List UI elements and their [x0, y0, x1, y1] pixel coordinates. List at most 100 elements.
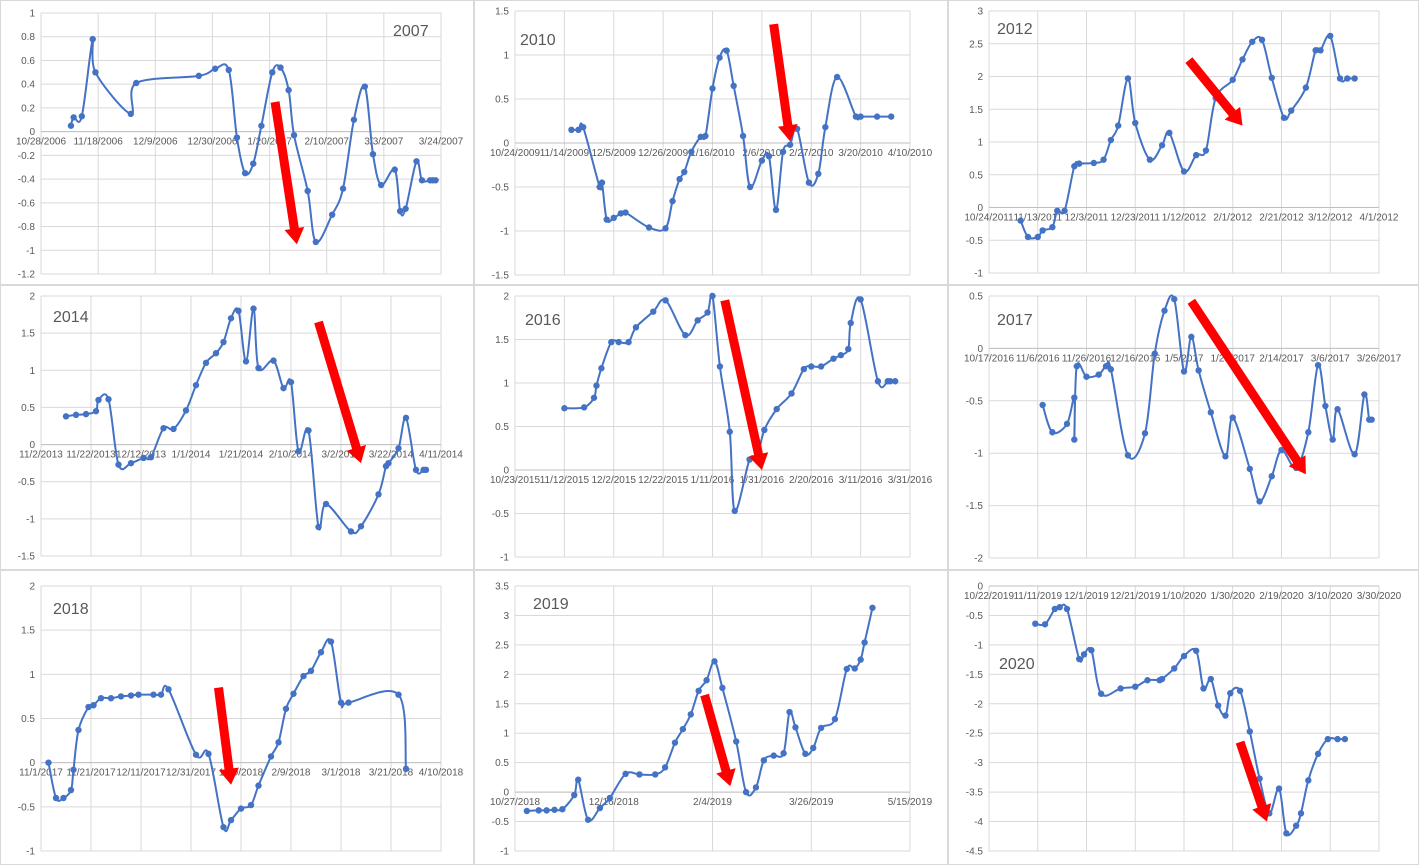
data-point [847, 319, 854, 327]
x-tick-label: 3/30/2020 [1357, 591, 1402, 602]
chart-panel-2017: -2 -1.5 -1 -0.5 0 0.5 10/17/2016 11/6/2016 11/26… [948, 285, 1419, 570]
y-tick-label: 0.4 [21, 80, 35, 91]
data-point [1305, 777, 1312, 784]
data-point [730, 82, 737, 90]
data-point [1207, 409, 1215, 416]
line-chart-2007: -1.2 -1 -0.8 -0.6 -0.4 -0.2 0 0.2 0.4 0.6 0.8 1 10/2… [16, 9, 464, 281]
data-point [716, 54, 723, 61]
data-point [1256, 775, 1263, 782]
data-point [1097, 690, 1105, 697]
data-point [1083, 373, 1090, 380]
y-tick-label: 1 [977, 138, 983, 149]
x-tick-label: 1/16/2010 [690, 148, 735, 159]
x-tick-label: 11/6/2016 [1016, 353, 1060, 364]
data-point [709, 85, 716, 92]
data-point [1344, 75, 1351, 82]
data-point [1283, 830, 1290, 837]
x-tick-label: 12/21/2019 [1110, 591, 1160, 602]
data-point [1146, 156, 1154, 163]
y-tick-label: 1.5 [21, 329, 35, 340]
x-tick-label: 12/30/2006 [187, 137, 237, 148]
data-point [72, 411, 80, 419]
data-point [242, 358, 250, 365]
data-point [241, 169, 249, 177]
data-point [117, 693, 125, 700]
data-point [603, 216, 610, 223]
y-tick-label: 2 [29, 582, 35, 593]
series-line [69, 36, 436, 244]
data-point [1124, 75, 1132, 82]
data-point [632, 324, 640, 331]
data-point [1124, 452, 1132, 459]
y-tick-label: 2.5 [969, 39, 983, 50]
data-point [596, 804, 604, 812]
x-tick-label: 2/1/2012 [1213, 213, 1252, 224]
data-point [412, 466, 420, 474]
data-point [277, 64, 284, 71]
y-tick-label: -0.2 [18, 151, 36, 162]
series-line [1041, 294, 1373, 503]
data-point [625, 338, 632, 346]
data-point [687, 711, 694, 718]
data-point [62, 413, 70, 420]
line-chart-2017: -2 -1.5 -1 -0.5 0 0.5 10/17/2016 11/6/2016 11/26… [964, 292, 1402, 565]
data-point [1239, 56, 1246, 63]
data-point [568, 126, 575, 133]
y-tick-label: 0.5 [969, 292, 983, 303]
x-tick-label: 11/2/2013 [19, 450, 63, 461]
data-point [831, 715, 839, 723]
red-down-arrow [214, 687, 239, 785]
x-tick-label: 3/26/2017 [1357, 353, 1402, 364]
y-tick-label: 1.5 [21, 626, 35, 637]
x-tick-label: 5/15/2019 [888, 797, 933, 808]
y-tick-label: -4 [974, 817, 983, 828]
data-point [1180, 168, 1188, 175]
x-tick-label: 1/30/2020 [1211, 591, 1256, 602]
data-point [817, 363, 825, 370]
y-tick-label: 3.5 [495, 582, 509, 593]
data-point [1151, 350, 1158, 357]
y-tick-label: 0 [503, 788, 509, 799]
data-point [227, 816, 235, 824]
data-point [543, 807, 550, 814]
data-point [127, 692, 135, 699]
data-point [328, 211, 336, 218]
data-point [1132, 683, 1139, 690]
y-tick-label: 2 [503, 670, 509, 681]
red-down-arrow [769, 23, 798, 142]
data-point [830, 355, 837, 362]
data-point [1132, 119, 1139, 127]
data-point [312, 238, 320, 246]
data-point [70, 766, 77, 773]
x-tick-label: 4/10/2010 [888, 148, 933, 159]
y-tick-label: 1.5 [495, 699, 509, 710]
y-tick-label: 1 [503, 729, 509, 740]
data-point [1180, 652, 1188, 660]
data-point [857, 656, 864, 663]
data-point [575, 126, 582, 133]
data-point [765, 153, 773, 160]
x-tick-label: 10/23/2015 [490, 475, 540, 486]
data-point [282, 705, 290, 712]
data-point [1317, 47, 1324, 54]
x-tick-label: 11/26/2016 [1062, 353, 1112, 364]
x-tick-label: 1/10/2020 [1162, 591, 1207, 602]
red-down-arrow [1185, 57, 1243, 126]
data-point [67, 122, 75, 129]
y-tick-label: 0.5 [495, 95, 509, 106]
data-point [147, 454, 155, 461]
data-point [837, 351, 845, 359]
data-point [1088, 646, 1095, 654]
data-point [395, 691, 402, 698]
data-point [75, 726, 82, 734]
x-tick-label: 4/10/2018 [419, 768, 464, 779]
data-point [742, 788, 750, 796]
x-tick-label: 10/17/2016 [964, 353, 1014, 364]
chart-panel-2018: -1 -0.5 0 0.5 1 1.5 2 11/1/2017 11/21/2017 12/11/… [0, 570, 474, 865]
data-point [322, 500, 330, 508]
y-tick-label: -1 [974, 269, 983, 280]
x-tick-label: 12/22/2015 [638, 475, 688, 486]
y-tick-label: 2 [29, 292, 35, 303]
data-point [1114, 122, 1122, 129]
